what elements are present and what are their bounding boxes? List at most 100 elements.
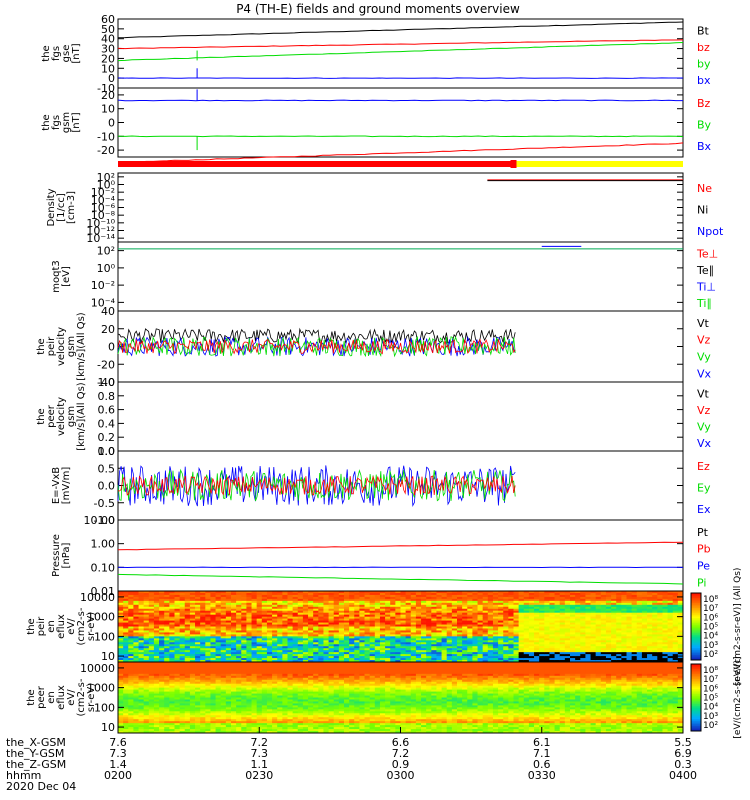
heatmap-cell	[359, 618, 365, 621]
heatmap-cell	[159, 685, 165, 689]
heatmap-cell	[621, 648, 627, 651]
heatmap-cell	[338, 660, 345, 663]
heatmap-cell	[241, 612, 247, 616]
heatmap-cell	[482, 636, 489, 639]
heatmap-cell	[513, 660, 520, 663]
heatmap-cell	[200, 614, 206, 618]
heatmap-cell	[256, 602, 263, 606]
heatmap-cell	[266, 640, 273, 643]
heatmap-cell	[559, 602, 566, 606]
heatmap-cell	[564, 622, 571, 625]
heatmap-cell	[518, 592, 525, 596]
heatmap-cell	[575, 606, 581, 610]
heatmap-cell	[523, 620, 530, 623]
heatmap-cell	[492, 646, 499, 649]
heatmap-cell	[621, 616, 627, 620]
heatmap-cell	[128, 594, 134, 598]
heatmap-cell	[616, 618, 622, 621]
heatmap-cell	[184, 717, 191, 720]
y-tick-label: 10.00	[84, 514, 116, 527]
heatmap-cell	[544, 634, 550, 637]
heatmap-cell	[436, 622, 442, 625]
heatmap-cell	[616, 591, 622, 594]
heatmap-cell	[133, 689, 139, 692]
series-Bx	[117, 99, 683, 102]
heatmap-cell	[523, 626, 530, 629]
heatmap-cell	[441, 602, 448, 606]
heatmap-cell	[220, 660, 227, 663]
heatmap-cell	[611, 638, 617, 641]
heatmap-cell	[508, 642, 514, 645]
heatmap-cell	[549, 632, 555, 635]
heatmap-cell	[133, 673, 139, 677]
heatmap-cell	[323, 624, 329, 627]
heatmap-cell	[354, 628, 360, 631]
heatmap-cell	[195, 695, 201, 698]
heatmap-cell	[164, 616, 170, 620]
heatmap-cell	[318, 658, 324, 661]
heatmap-cell	[405, 622, 412, 625]
heatmap-cell	[426, 660, 432, 663]
heatmap-cell	[457, 626, 463, 629]
heatmap-cell	[292, 634, 299, 637]
heatmap-cell	[462, 596, 468, 600]
heatmap-cell	[225, 602, 232, 606]
heatmap-cell	[426, 634, 432, 637]
heatmap-cell	[236, 656, 242, 659]
heatmap-cell	[328, 612, 335, 616]
heatmap-cell	[477, 638, 484, 641]
heatmap-cell	[503, 652, 509, 655]
heatmap-cell	[523, 642, 530, 645]
heatmap-cell	[123, 717, 129, 720]
heatmap-cell	[195, 606, 201, 610]
heatmap-cell	[364, 606, 371, 610]
heatmap-cell	[297, 614, 304, 618]
heatmap-cell	[621, 604, 627, 608]
heatmap-cell	[559, 594, 566, 598]
heatmap-cell	[159, 687, 165, 691]
heatmap-cell	[174, 636, 181, 639]
heatmap-cell	[528, 626, 535, 629]
heatmap-cell	[220, 600, 227, 604]
heatmap-cell	[292, 612, 299, 616]
heatmap-cell	[241, 656, 247, 659]
heatmap-cell	[441, 660, 448, 663]
heatmap-cell	[564, 604, 571, 608]
heatmap-cell	[667, 610, 674, 614]
heatmap-cell	[282, 626, 288, 629]
heatmap-cell	[605, 646, 612, 649]
heatmap-cell	[174, 683, 181, 687]
heatmap-cell	[215, 707, 222, 710]
heatmap-cell	[128, 691, 134, 694]
heatmap-cell	[359, 616, 365, 620]
heatmap-cell	[215, 703, 222, 706]
heatmap-cell	[513, 624, 520, 627]
heatmap-cell	[159, 693, 165, 696]
heatmap-cell	[225, 606, 232, 610]
heatmap-cell	[431, 656, 437, 659]
heatmap-cell	[369, 618, 376, 621]
heatmap-cell	[118, 729, 124, 732]
heatmap-cell	[534, 646, 540, 649]
heatmap-cell	[600, 656, 607, 659]
panel-frame	[117, 381, 684, 452]
heatmap-cell	[138, 701, 145, 704]
heatmap-cell	[246, 650, 252, 653]
heatmap-cell	[595, 616, 602, 620]
heatmap-cell	[251, 628, 258, 631]
heatmap-cell	[364, 598, 371, 602]
heatmap-cell	[446, 658, 453, 661]
heatmap-cell	[662, 660, 668, 663]
heatmap-cell	[333, 591, 340, 594]
heatmap-cell	[405, 616, 412, 620]
heatmap-cell	[200, 620, 206, 623]
heatmap-cell	[374, 602, 381, 606]
heatmap-cell	[205, 662, 211, 665]
heatmap-cell	[308, 654, 314, 657]
heatmap-cell	[225, 638, 232, 641]
heatmap-cell	[128, 646, 134, 649]
heatmap-cell	[318, 636, 324, 639]
heatmap-cell	[508, 628, 514, 631]
heatmap-cell	[472, 618, 478, 621]
